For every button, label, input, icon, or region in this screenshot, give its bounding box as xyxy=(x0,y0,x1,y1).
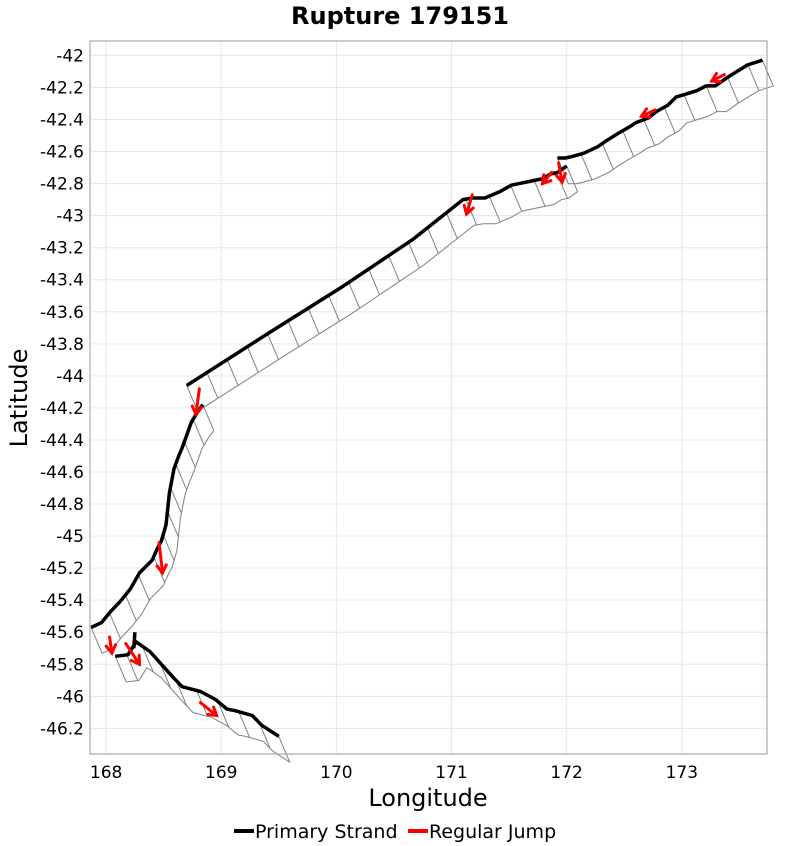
fault-subsection-divider xyxy=(141,646,154,673)
y-tick-label: -44.2 xyxy=(40,399,84,419)
jump-arrow xyxy=(540,170,554,186)
y-tick-label: -45.4 xyxy=(40,591,84,611)
fault-subsection-divider xyxy=(238,711,251,738)
primary-strand-line xyxy=(185,164,568,387)
y-tick-label: -44 xyxy=(56,367,84,387)
regular-jump-arrows xyxy=(104,71,726,718)
jump-arrow xyxy=(104,635,117,656)
primary-strand-line xyxy=(115,640,280,738)
fault-subsection-divider xyxy=(307,307,320,335)
y-tick-label: -43 xyxy=(56,207,84,227)
x-axis-label: Longitude xyxy=(368,784,487,812)
y-tick-label: -46.2 xyxy=(40,719,84,739)
x-tick-label: 171 xyxy=(435,763,467,783)
fault-subsection-divider xyxy=(601,143,614,170)
fault-subsection-divider xyxy=(109,612,121,639)
fault-subsection-divider xyxy=(137,574,150,601)
y-tick-label: -45.6 xyxy=(40,623,84,643)
fault-subsection-divider xyxy=(408,242,420,269)
fault-subsection-divider xyxy=(246,346,259,373)
legend-jump-label: Regular Jump xyxy=(429,821,556,843)
fault-subsection-divider xyxy=(167,510,179,538)
y-tick-label: -42.8 xyxy=(40,175,84,195)
jump-arrow xyxy=(638,107,657,119)
y-tick-labels: -42 -42.2 -42.4 -42.6 -42.8 -43 -43.2 -43.4 -43.… xyxy=(40,46,84,739)
fault-subsection-divider xyxy=(510,185,523,212)
grid xyxy=(90,41,767,754)
jump-arrow xyxy=(155,541,168,576)
x-tick-labels: 168 169 170 171 172 173 xyxy=(90,763,698,783)
chart-title: Rupture 179151 xyxy=(291,2,509,30)
legend: Primary Strand Regular Jump xyxy=(234,821,556,843)
x-tick-label: 172 xyxy=(550,763,582,783)
x-tick-label: 169 xyxy=(205,763,237,783)
y-tick-label: -44.8 xyxy=(40,495,84,515)
fault-subsection-divider xyxy=(287,320,300,347)
jump-arrow xyxy=(199,701,219,718)
fault-surface-outline xyxy=(556,59,774,185)
fault-subsection-divider xyxy=(217,701,230,728)
fault-subsection-divider xyxy=(267,333,279,360)
fault-subsection-divider xyxy=(643,119,656,146)
primary-strand-line xyxy=(557,58,763,160)
fault-subsection-divider xyxy=(388,255,400,282)
y-tick-label: -45.8 xyxy=(40,655,84,675)
y-tick-label: -42.4 xyxy=(40,111,84,131)
y-axis-label: Latitude xyxy=(5,349,33,448)
fault-subsection-divider xyxy=(258,722,271,749)
y-tick-label: -45.2 xyxy=(40,559,84,579)
jump-arrow xyxy=(462,193,475,217)
y-tick-label: -42.6 xyxy=(40,143,84,163)
y-tick-label: -43.8 xyxy=(40,335,84,355)
fault-surface-outline xyxy=(186,165,579,412)
fault-subsection-divider xyxy=(192,419,205,446)
fault-subsection-divider xyxy=(206,372,219,399)
plot-frame xyxy=(89,40,768,755)
fault-subsection-divider xyxy=(175,463,188,490)
fault-subsection-divider xyxy=(683,94,696,121)
fault-subsection-divider xyxy=(170,487,182,514)
fault-subsection-divider xyxy=(348,282,361,309)
y-tick-label: -43.4 xyxy=(40,271,84,291)
legend-primary-label: Primary Strand xyxy=(255,821,398,843)
fault-subsection-divider xyxy=(747,64,760,91)
y-tick-label: -42 xyxy=(56,46,84,66)
fault-subsection-divider xyxy=(126,654,139,681)
jump-arrow xyxy=(124,641,142,667)
y-tick-label: -46 xyxy=(56,687,84,707)
x-tick-label: 173 xyxy=(666,763,698,783)
fault-subsection-divider xyxy=(488,195,501,223)
y-tick-label: -44.6 xyxy=(40,463,84,483)
fault-subsection-divider xyxy=(427,227,439,254)
fault-subsection-divider xyxy=(368,268,381,296)
fault-subsection-divider xyxy=(705,85,718,112)
fault-subsection-divider xyxy=(124,594,137,621)
fault-subsection-divider xyxy=(328,295,340,322)
fault-subsection-divider xyxy=(183,441,196,468)
fault-subsection-divider xyxy=(580,153,593,180)
fault-subsection-divider xyxy=(465,198,478,226)
fault-subsection-divider xyxy=(445,212,458,239)
x-tick-label: 170 xyxy=(320,763,352,783)
fault-subsection-divider xyxy=(162,534,175,561)
fault-subsection-divider xyxy=(622,130,635,157)
fault-subsection-divider xyxy=(533,180,546,207)
fault-surface-outline xyxy=(90,403,215,654)
fault-surface-outline xyxy=(114,641,291,764)
jump-arrow xyxy=(554,161,567,185)
jump-arrow xyxy=(709,71,726,84)
primary-strand-line xyxy=(90,403,205,629)
y-tick-label: -44.4 xyxy=(40,431,84,451)
y-tick-label: -45 xyxy=(56,527,84,547)
y-tick-label: -43.6 xyxy=(40,303,84,323)
fault-subsection-divider xyxy=(663,107,676,134)
jump-arrow xyxy=(190,387,204,418)
primary-strand-line xyxy=(132,632,137,649)
x-tick-label: 168 xyxy=(90,763,122,783)
fault-subsection-divider xyxy=(226,359,239,386)
fault-subsection-divider xyxy=(727,77,739,104)
y-tick-label: -42.2 xyxy=(40,78,84,98)
y-tick-label: -43.2 xyxy=(40,239,84,259)
